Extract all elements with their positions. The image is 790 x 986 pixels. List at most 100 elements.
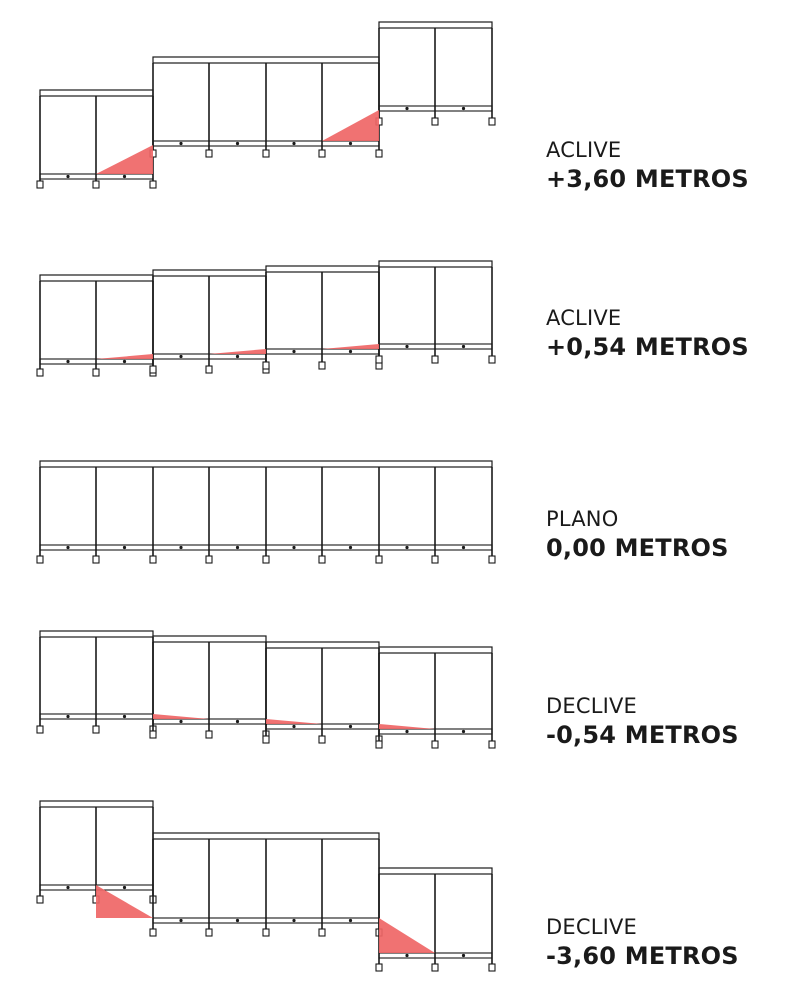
connection-dot [235, 545, 240, 550]
footing [488, 117, 496, 126]
footing [375, 555, 383, 564]
footing [36, 180, 44, 189]
footing [262, 735, 270, 744]
roof-slab [152, 56, 380, 64]
footing [318, 149, 326, 158]
footing [92, 368, 100, 377]
floor-beam [378, 728, 493, 735]
footing [36, 895, 44, 904]
roof-slab [265, 265, 380, 273]
footing [92, 725, 100, 734]
row-2-label: ACLIVE +0,54 METROS [546, 306, 749, 361]
connection-dot [66, 885, 70, 890]
slope-wedge [266, 719, 322, 724]
footing [149, 180, 157, 189]
footing [262, 928, 270, 937]
connection-dot [348, 141, 353, 146]
footing [318, 735, 326, 744]
footing [488, 740, 496, 749]
connection-dot [461, 953, 466, 958]
row-4-label: DECLIVE -0,54 METROS [546, 694, 739, 749]
slope-wedge [322, 344, 379, 349]
row-5-label: DECLIVE -3,60 METROS [546, 917, 739, 970]
footing [318, 555, 326, 564]
connection-dot [66, 359, 70, 364]
connection-dot [179, 141, 183, 146]
footing [431, 117, 439, 126]
row-1-label: ACLIVE +3,60 METROS [546, 138, 749, 193]
connection-dot [122, 359, 127, 364]
connection-dot [122, 714, 127, 719]
footing [205, 555, 213, 564]
footing [205, 928, 213, 937]
connection-dot [235, 354, 240, 359]
footing [149, 730, 157, 739]
roof-slab [378, 21, 493, 29]
footing [375, 740, 383, 749]
connection-dot [235, 918, 240, 923]
footing [262, 555, 270, 564]
footing [262, 149, 270, 158]
slope-value: +0,54 METROS [546, 333, 749, 361]
slope-type: DECLIVE [546, 694, 638, 718]
connection-dot [461, 729, 466, 734]
roof-slab [152, 635, 267, 643]
slope-wedge [96, 145, 153, 174]
connection-dot [461, 545, 466, 550]
roof-slab [265, 641, 380, 649]
slope-type: PLANO [546, 507, 619, 531]
roof-slab [39, 630, 154, 638]
connection-dot [66, 545, 70, 550]
connection-dot [122, 545, 127, 550]
roof-slab [152, 832, 380, 840]
slope-wedge [379, 918, 435, 953]
connection-dot [292, 918, 296, 923]
slope-wedge [153, 714, 209, 719]
footing [431, 740, 439, 749]
connection-dot [235, 141, 240, 146]
slope-value: -3,60 METROS [546, 942, 739, 970]
footing [205, 365, 213, 374]
roof-slab [378, 867, 493, 875]
footing [205, 149, 213, 158]
roof-slab [39, 274, 154, 282]
slope-wedge [96, 354, 153, 359]
slope-value: 0,00 METROS [546, 534, 729, 562]
connection-dot [122, 885, 127, 890]
slope-wedge [96, 885, 153, 918]
connection-dot [405, 729, 409, 734]
footing [375, 355, 383, 364]
footing [488, 555, 496, 564]
slope-type: ACLIVE [546, 138, 622, 162]
footing [488, 963, 496, 972]
roof-slab [378, 260, 493, 268]
slope-value: +3,60 METROS [546, 165, 749, 193]
footing [36, 368, 44, 377]
floor-beam [378, 105, 493, 112]
footing [431, 355, 439, 364]
floor-beam [39, 544, 493, 551]
connection-dot [348, 918, 353, 923]
connection-dot [348, 724, 353, 729]
footing [92, 180, 100, 189]
connection-dot [405, 545, 409, 550]
footing [431, 555, 439, 564]
connection-dot [66, 714, 70, 719]
connection-dot [66, 174, 70, 179]
connection-dot [179, 918, 183, 923]
footing [149, 365, 157, 374]
slope-type: ACLIVE [546, 306, 622, 330]
connection-dot [179, 545, 183, 550]
footing [262, 361, 270, 370]
connection-dot [405, 106, 409, 111]
slope-wedge [209, 349, 266, 354]
footing [149, 555, 157, 564]
footing [92, 555, 100, 564]
footing [36, 725, 44, 734]
roof-slab [39, 460, 493, 468]
footing [431, 963, 439, 972]
slope-value: -0,54 METROS [546, 721, 739, 749]
footing [149, 928, 157, 937]
roof-slab [378, 646, 493, 654]
